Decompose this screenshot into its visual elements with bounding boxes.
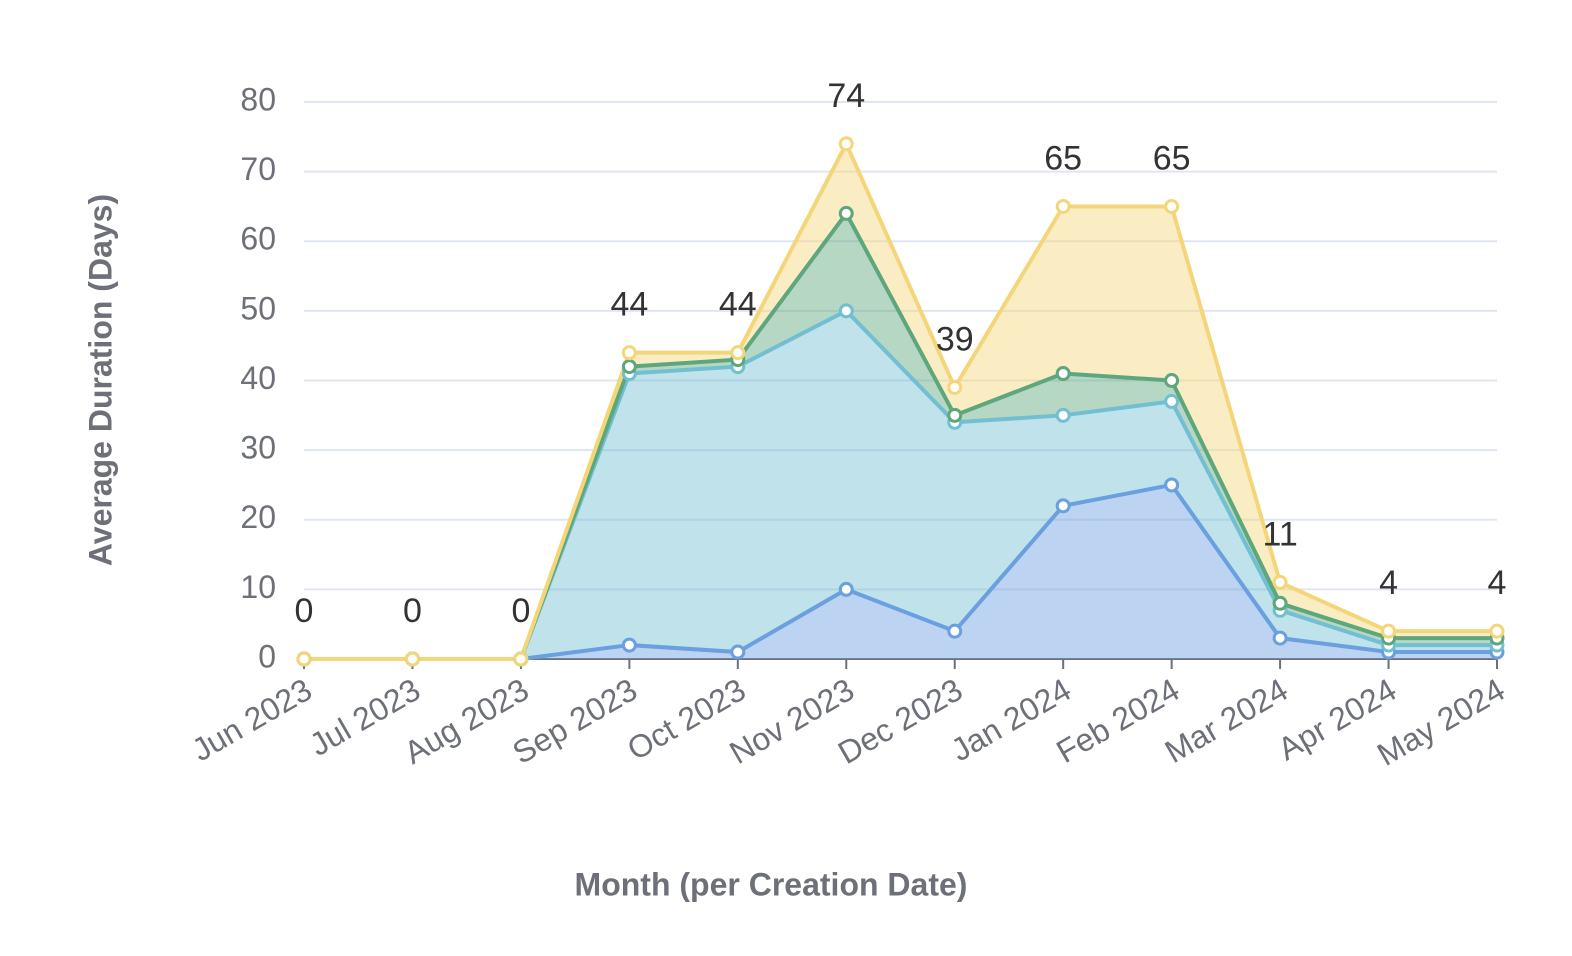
x-tick-label: Sep 2023 <box>506 671 643 771</box>
y-tick-label: 40 <box>240 360 276 396</box>
y-tick-label: 20 <box>240 499 276 535</box>
data-label: 65 <box>1044 139 1082 177</box>
x-tick-label: Dec 2023 <box>832 671 969 771</box>
y-tick-label: 0 <box>258 638 276 674</box>
line <box>304 139 1497 661</box>
x-tick-label: Jun 2023 <box>186 671 318 768</box>
point <box>1055 366 1071 382</box>
data-label: 44 <box>719 286 757 324</box>
point <box>1164 477 1180 493</box>
point <box>1381 623 1397 639</box>
data-label: 0 <box>403 592 422 630</box>
data-label: 44 <box>610 286 648 324</box>
point <box>296 651 312 667</box>
data-label: 39 <box>936 320 974 358</box>
data-label: 74 <box>827 77 865 115</box>
point <box>1164 198 1180 214</box>
point <box>947 623 963 639</box>
area <box>304 310 1497 659</box>
point <box>1489 623 1505 639</box>
point <box>1164 373 1180 388</box>
x-tick-label: Jan 2024 <box>945 671 1077 768</box>
point <box>621 359 637 375</box>
point <box>1055 498 1071 514</box>
y-tick-label: 50 <box>240 290 276 326</box>
y-tick-label: 30 <box>240 430 276 466</box>
data-label: 4 <box>1488 564 1507 602</box>
point <box>1055 198 1071 214</box>
point <box>947 407 963 423</box>
point <box>621 345 637 361</box>
point <box>1272 630 1288 646</box>
point <box>513 651 529 667</box>
point <box>947 379 963 395</box>
x-tick-label: Nov 2023 <box>723 671 860 771</box>
point <box>838 581 854 597</box>
point <box>1272 595 1288 611</box>
y-tick-label: 10 <box>240 569 276 605</box>
point <box>838 205 854 221</box>
y-tick-label: 70 <box>240 151 276 187</box>
y-tick-label: 80 <box>240 81 276 117</box>
point <box>838 136 854 152</box>
y-tick-label: 60 <box>240 221 276 257</box>
point <box>1164 393 1180 409</box>
x-tick-label: Feb 2024 <box>1050 671 1185 770</box>
point <box>404 651 420 667</box>
y-axis-title: Average Duration (Days) <box>82 194 118 566</box>
data-label: 4 <box>1379 564 1398 602</box>
data-label: 11 <box>1262 515 1297 553</box>
data-label: 65 <box>1153 139 1191 177</box>
point <box>730 345 746 361</box>
x-tick-label: Aug 2023 <box>398 671 535 771</box>
point <box>838 303 854 319</box>
point <box>1055 407 1071 423</box>
area <box>304 484 1497 659</box>
point <box>730 644 746 660</box>
point <box>1272 574 1288 590</box>
point <box>621 637 637 653</box>
data-label: 0 <box>295 592 314 630</box>
x-axis-title: Month (per Creation Date) <box>575 866 968 902</box>
x-tick-label: Mar 2024 <box>1159 671 1294 770</box>
data-label: 0 <box>511 592 530 630</box>
